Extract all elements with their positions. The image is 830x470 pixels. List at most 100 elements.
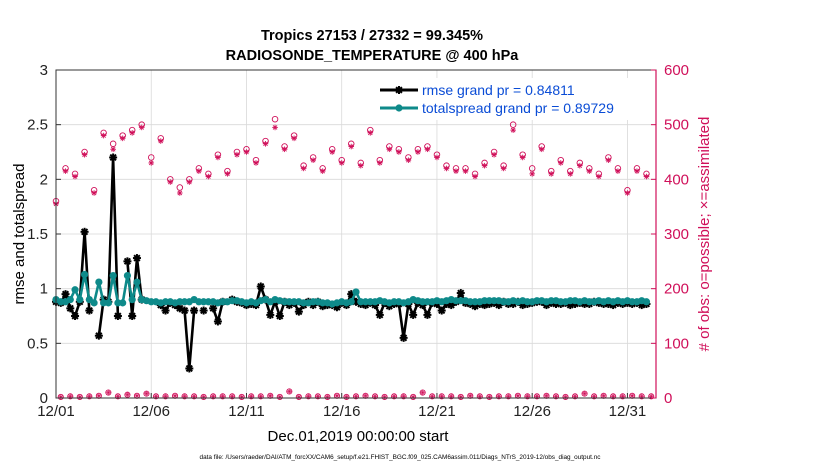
rmse-point-stroke	[457, 289, 465, 297]
obs-offtime-point	[124, 391, 131, 398]
obs-assimilated-point	[91, 190, 97, 196]
rmse-point	[61, 290, 70, 299]
obs-offtime-point-mark-stroke	[639, 394, 644, 399]
obs-assimilated-point	[100, 132, 107, 139]
rmse-point-stroke	[190, 306, 198, 315]
obs-assimilated-point-stroke	[310, 157, 316, 163]
rmse-point-stroke	[447, 301, 455, 309]
obs-assimilated-point-stroke	[501, 166, 506, 171]
obs-offtime-point	[181, 393, 188, 400]
obs-offtime-point-mark	[96, 393, 102, 399]
obs-offtime-point	[286, 388, 293, 395]
obs-assimilated-point-stroke	[72, 174, 78, 179]
obs-assimilated-point-stroke	[548, 171, 554, 177]
series-asterisk-obs	[53, 124, 650, 207]
obs-offtime-point-mark-stroke	[373, 394, 377, 399]
obs-assimilated-point-stroke	[520, 155, 526, 160]
obs-offtime-point	[429, 393, 436, 400]
rmse-point-stroke	[66, 304, 74, 312]
y-tick-right-label: 300	[664, 226, 689, 243]
obs-offtime-point	[229, 393, 236, 400]
obs-assimilated-point	[234, 151, 240, 158]
obs-assimilated-point-stroke	[272, 125, 278, 130]
rmse-point-stroke	[423, 311, 432, 319]
obs-offtime-point-mark-stroke	[87, 394, 92, 399]
rmse-point-stroke	[161, 306, 170, 315]
obs-assimilated-point	[272, 124, 278, 131]
obs-assimilated-point-stroke	[529, 171, 535, 177]
y-tick-left-label: 0	[40, 390, 48, 407]
rmse-point-stroke	[176, 304, 184, 312]
y-tick-left-label: 1.5	[27, 226, 48, 243]
obs-offtime-point-mark	[582, 391, 587, 396]
x-tick-label: 12/01	[37, 403, 75, 420]
obs-offtime-point-mark-stroke	[316, 394, 320, 399]
obs-offtime-point	[533, 393, 541, 400]
obs-assimilated-point	[377, 160, 383, 166]
rmse-point-stroke	[71, 312, 79, 320]
rmse-point-stroke	[400, 334, 408, 342]
obs-offtime-point-mark-stroke	[249, 394, 254, 399]
obs-assimilated-point-stroke	[434, 155, 440, 160]
obs-offtime-point-mark-stroke	[554, 394, 558, 399]
legend-rmse-marker	[395, 86, 403, 94]
spread-point	[642, 298, 651, 306]
obs-offtime-point	[638, 393, 645, 400]
obs-assimilated-point	[615, 168, 621, 174]
obs-assimilated-point-stroke	[244, 149, 249, 155]
obs-offtime-point	[67, 393, 74, 400]
obs-offtime-point-mark	[429, 394, 435, 399]
obs-offtime-point-mark-stroke	[173, 393, 177, 398]
rmse-point	[128, 312, 137, 320]
obs-assimilated-point	[348, 143, 355, 150]
obs-offtime-point-mark	[496, 394, 502, 399]
obs-assimilated-point-stroke	[215, 155, 221, 160]
obs-offtime-point	[476, 393, 483, 400]
obs-assimilated-point	[605, 157, 612, 163]
obs-assimilated-point	[367, 130, 374, 136]
obs-assimilated-point	[643, 173, 650, 180]
obs-offtime-point-mark-stroke	[182, 394, 187, 399]
obs-offtime-point-mark	[106, 390, 111, 395]
obs-offtime-point	[610, 393, 617, 400]
rmse-point-stroke	[438, 306, 446, 315]
obs-offtime-point	[648, 393, 655, 400]
spread-point	[123, 271, 132, 280]
obs-offtime-point-mark-stroke	[68, 394, 73, 399]
obs-offtime-point-mark	[306, 394, 311, 399]
x-tick-label: 12/11	[228, 403, 264, 420]
rmse-point-stroke	[85, 306, 93, 315]
rmse-point	[456, 289, 465, 298]
rmse-point-stroke	[80, 228, 89, 236]
obs-assimilated-point	[386, 146, 393, 153]
obs-offtime-point	[152, 393, 160, 400]
obs-offtime-point	[419, 389, 426, 396]
obs-offtime-point	[200, 393, 207, 400]
obs-offtime-point-mark-stroke	[601, 393, 606, 398]
obs-assimilated-point	[243, 149, 250, 155]
obs-assimilated-point	[291, 135, 297, 142]
obs-assimilated-point	[443, 165, 450, 172]
obs-offtime-point-mark	[353, 394, 359, 399]
obs-offtime-point-mark	[115, 394, 121, 399]
obs-offtime-point-mark-stroke	[116, 394, 120, 399]
obs-offtime-point-mark-stroke	[477, 394, 482, 399]
rmse-point	[266, 310, 275, 319]
obs-offtime-point-mark-stroke	[439, 394, 444, 399]
obs-assimilated-point	[586, 168, 593, 174]
obs-offtime-point	[391, 393, 398, 400]
series-layer	[52, 115, 655, 400]
rmse-point	[123, 257, 132, 266]
obs-assimilated-point	[129, 130, 135, 136]
obs-assimilated-point-stroke	[510, 127, 516, 133]
obs-offtime-point-mark-stroke	[430, 394, 435, 399]
obs-assimilated-point-stroke	[558, 160, 564, 166]
obs-offtime-point-mark-stroke	[582, 391, 587, 396]
rmse-point-stroke	[214, 317, 222, 326]
rmse-point	[375, 310, 384, 319]
obs-offtime-point-mark-stroke	[135, 393, 139, 398]
obs-possible-point	[109, 140, 117, 148]
chart-title: Tropics 27153 / 27332 = 99.345%	[261, 28, 483, 44]
legend-spread-marker	[395, 104, 403, 112]
obs-assimilated-point-stroke	[644, 174, 649, 179]
